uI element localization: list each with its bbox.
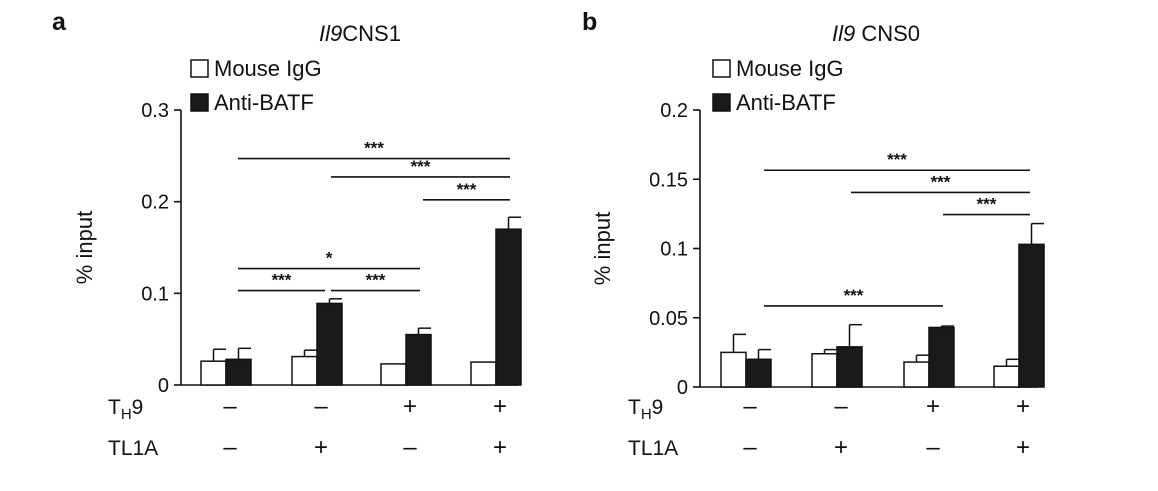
bar-mouse-igg bbox=[811, 353, 838, 388]
tl1a-row-label: TL1A bbox=[108, 437, 158, 460]
significance-label: *** bbox=[844, 286, 864, 305]
legend-label-anti-batf: Anti-BATF bbox=[736, 90, 836, 115]
chart-title: Il9 CNS0 bbox=[832, 21, 920, 46]
th9-row-label: TH9 bbox=[108, 396, 143, 423]
bar-anti-batf bbox=[1018, 243, 1045, 388]
legend-label-mouse-igg: Mouse IgG bbox=[736, 56, 844, 81]
significance-label: *** bbox=[364, 139, 384, 158]
th9-sign: + bbox=[403, 393, 417, 420]
significance-label: *** bbox=[457, 180, 477, 199]
tl1a-sign: – bbox=[926, 434, 940, 461]
significance-label: *** bbox=[887, 150, 907, 169]
legend-swatch-mouse-igg bbox=[712, 59, 731, 78]
y-tick-label: 0 bbox=[158, 375, 169, 397]
y-tick-label: 0.1 bbox=[660, 239, 688, 261]
th9-sign: – bbox=[834, 393, 848, 420]
th9-sign: – bbox=[314, 393, 328, 420]
significance-label: *** bbox=[272, 271, 292, 290]
th9-label-end: 9 bbox=[132, 396, 144, 419]
legend-label-anti-batf: Anti-BATF bbox=[214, 90, 314, 115]
bar-anti-batf bbox=[495, 228, 522, 386]
significance-label: *** bbox=[931, 172, 951, 191]
y-axis-label: % input bbox=[72, 211, 97, 284]
tl1a-sign: + bbox=[314, 434, 328, 461]
y-tick-label: 0.2 bbox=[660, 100, 688, 122]
tl1a-sign: + bbox=[1016, 434, 1030, 461]
significance-label: *** bbox=[411, 157, 431, 176]
bar-mouse-igg bbox=[720, 351, 747, 388]
chart-title: Il9CNS1 bbox=[319, 21, 401, 46]
tl1a-sign: – bbox=[743, 434, 757, 461]
bar-mouse-igg bbox=[380, 363, 407, 386]
y-axis-label: % input bbox=[590, 212, 615, 285]
significance-label: * bbox=[326, 249, 333, 268]
bar-anti-batf bbox=[745, 358, 772, 388]
significance-label: *** bbox=[366, 271, 386, 290]
legend-swatch-anti-batf bbox=[190, 93, 209, 112]
th9-sign: + bbox=[1016, 393, 1030, 420]
tl1a-sign: + bbox=[493, 434, 507, 461]
y-tick-label: 0.1 bbox=[141, 283, 169, 305]
legend: Mouse IgG Anti-BATF bbox=[712, 56, 844, 115]
significance-label: *** bbox=[977, 195, 997, 214]
th9-label-main: T bbox=[108, 396, 121, 419]
th9-sign: – bbox=[223, 393, 237, 420]
y-tick-label: 0.05 bbox=[649, 308, 688, 330]
bar-mouse-igg bbox=[470, 361, 497, 386]
bar-anti-batf bbox=[928, 326, 955, 388]
legend-swatch-anti-batf bbox=[712, 93, 731, 112]
th9-row-label: TH9 bbox=[628, 396, 663, 423]
bar-mouse-igg bbox=[200, 360, 227, 386]
chart-panel-b: b Il9 CNS0 0 0.05 0.1 0.15 0.2 % input *** *** ***… bbox=[582, 8, 1045, 461]
bar-mouse-igg bbox=[903, 361, 930, 388]
tl1a-sign: + bbox=[834, 434, 848, 461]
panel-letter: b bbox=[582, 8, 597, 36]
y-tick-label: 0.2 bbox=[141, 192, 169, 214]
legend-label-mouse-igg: Mouse IgG bbox=[214, 56, 322, 81]
th9-label-sub: H bbox=[121, 406, 132, 423]
y-tick-label: 0.15 bbox=[649, 169, 688, 191]
tl1a-row-label: TL1A bbox=[628, 437, 678, 460]
th9-label-end: 9 bbox=[652, 396, 664, 419]
y-tick-label: 0.3 bbox=[141, 100, 169, 122]
chart-title-gene: Il9 bbox=[832, 21, 855, 46]
bar-anti-batf bbox=[836, 346, 863, 388]
tl1a-sign: – bbox=[403, 434, 417, 461]
th9-sign: – bbox=[743, 393, 757, 420]
legend: Mouse IgG Anti-BATF bbox=[190, 56, 322, 115]
tl1a-sign: – bbox=[223, 434, 237, 461]
bar-anti-batf bbox=[405, 333, 432, 386]
th9-label-main: T bbox=[628, 396, 641, 419]
bar-mouse-igg bbox=[993, 365, 1020, 388]
th9-sign: + bbox=[926, 393, 940, 420]
chart-title-region: CNS1 bbox=[342, 21, 401, 46]
chart-title-region: CNS0 bbox=[855, 21, 920, 46]
bar-anti-batf bbox=[225, 358, 252, 386]
y-tick-label: 0 bbox=[677, 377, 688, 399]
th9-sign: + bbox=[493, 393, 507, 420]
legend-swatch-mouse-igg bbox=[190, 59, 209, 78]
bar-mouse-igg bbox=[291, 355, 318, 386]
th9-label-sub: H bbox=[641, 406, 652, 423]
chart-title-gene: Il9 bbox=[319, 21, 342, 46]
panel-letter: a bbox=[52, 8, 67, 36]
bar-anti-batf bbox=[316, 302, 343, 386]
